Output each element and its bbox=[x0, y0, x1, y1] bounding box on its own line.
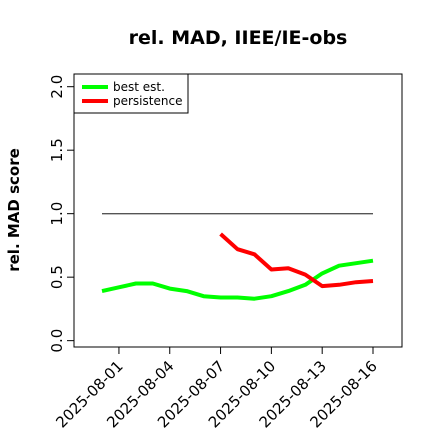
legend-box bbox=[73, 73, 189, 114]
y-tick-label: 2.0 bbox=[48, 75, 66, 99]
series-line-best-est bbox=[101, 258, 374, 301]
chart-title: rel. MAD, IIEE/IE-obs bbox=[129, 27, 348, 49]
y-tick-label: 0.5 bbox=[48, 265, 66, 289]
plot-frame bbox=[73, 73, 403, 348]
x-axis: 2025-08-012025-08-042025-08-072025-08-10… bbox=[52, 347, 381, 431]
series-group bbox=[101, 232, 374, 301]
y-axis: 0.0 0.5 1.0 1.5 2.0 bbox=[48, 75, 74, 353]
y-tick-label: 1.5 bbox=[48, 138, 66, 162]
y-tick-label: 1.0 bbox=[48, 202, 66, 226]
y-tick-label: 0.0 bbox=[48, 329, 66, 353]
legend: best est. persistence bbox=[73, 73, 189, 114]
legend-label-persistence: persistence bbox=[113, 94, 182, 108]
series-line-persistence bbox=[219, 232, 374, 289]
y-axis-label: rel. MAD score bbox=[5, 148, 23, 272]
legend-label-best-est: best est. bbox=[113, 80, 165, 94]
